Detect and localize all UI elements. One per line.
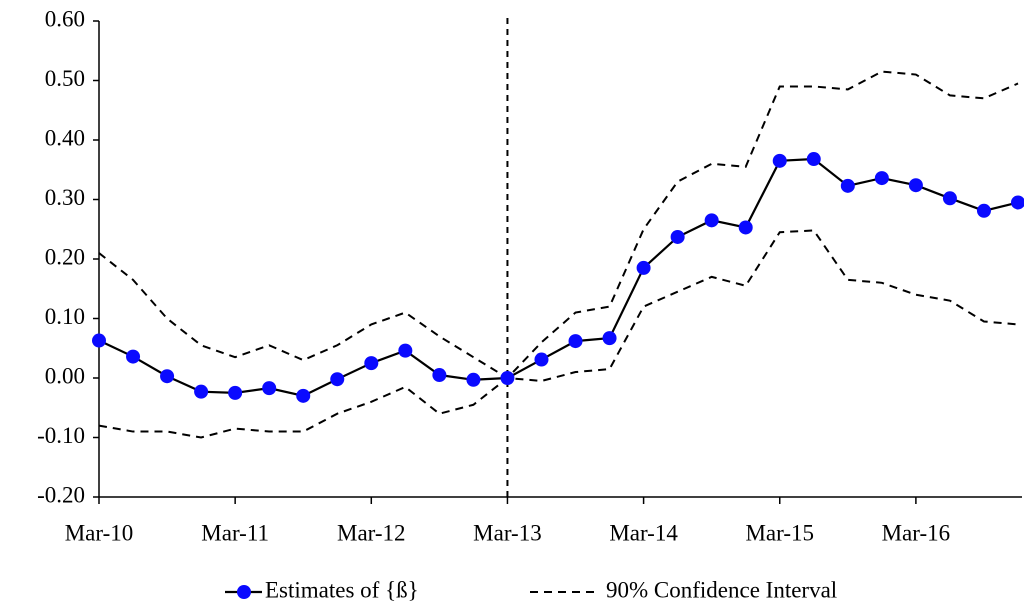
- estimate-marker: [296, 388, 311, 403]
- estimate-marker: [908, 178, 923, 193]
- estimate-marker: [602, 331, 617, 346]
- estimate-marker: [330, 372, 345, 387]
- estimate-marker: [942, 191, 957, 206]
- x-tick-label: Mar-11: [201, 520, 269, 545]
- estimate-marker: [126, 349, 141, 364]
- y-tick-label: 0.10: [45, 304, 85, 329]
- estimate-marker: [364, 356, 379, 371]
- estimate-marker: [194, 384, 209, 399]
- x-tick-label: Mar-10: [65, 520, 134, 545]
- estimate-marker: [500, 371, 515, 385]
- ci-upper: [98, 70, 1019, 380]
- y-tick-label: 0.00: [45, 363, 85, 388]
- estimate-marker: [636, 260, 651, 275]
- estimate-marker: [976, 203, 991, 218]
- y-tick-label: 0.30: [45, 185, 85, 210]
- estimate-marker: [160, 369, 175, 384]
- y-tick-label: 0.50: [45, 66, 85, 91]
- y-tick-label: 0.20: [45, 244, 85, 269]
- y-tick-label: -0.20: [37, 482, 85, 507]
- y-tick-label: 0.40: [45, 125, 85, 150]
- x-tick-label: Mar-14: [609, 520, 678, 545]
- estimate-marker: [568, 334, 583, 349]
- y-tick-label: 0.60: [45, 6, 85, 31]
- estimate-marker: [534, 352, 549, 367]
- legend-label: 90% Confidence Interval: [606, 577, 837, 602]
- estimate-marker: [398, 343, 413, 358]
- estimate-marker: [1011, 195, 1024, 210]
- estimate-marker: [806, 152, 821, 167]
- legend-marker: [237, 585, 251, 599]
- x-tick-label: Mar-12: [337, 520, 406, 545]
- estimate-marker: [772, 153, 787, 168]
- ci-lower: [98, 229, 1019, 439]
- x-tick-label: Mar-16: [882, 520, 951, 545]
- x-tick-label: Mar-13: [473, 520, 542, 545]
- estimate-line: [98, 157, 1019, 398]
- estimate-marker: [670, 229, 685, 244]
- estimate-marker: [738, 220, 753, 235]
- legend-label: Estimates of {ß}: [265, 577, 419, 602]
- x-tick-label: Mar-15: [745, 520, 814, 545]
- estimate-marker: [228, 385, 243, 400]
- y-tick-label: -0.10: [37, 423, 85, 448]
- estimate-marker: [432, 368, 447, 383]
- estimate-marker: [874, 171, 889, 186]
- estimate-marker: [262, 381, 277, 396]
- estimate-marker: [466, 372, 481, 387]
- estimate-marker: [92, 333, 106, 348]
- estimate-marker: [704, 213, 719, 228]
- estimate-marker: [840, 178, 855, 193]
